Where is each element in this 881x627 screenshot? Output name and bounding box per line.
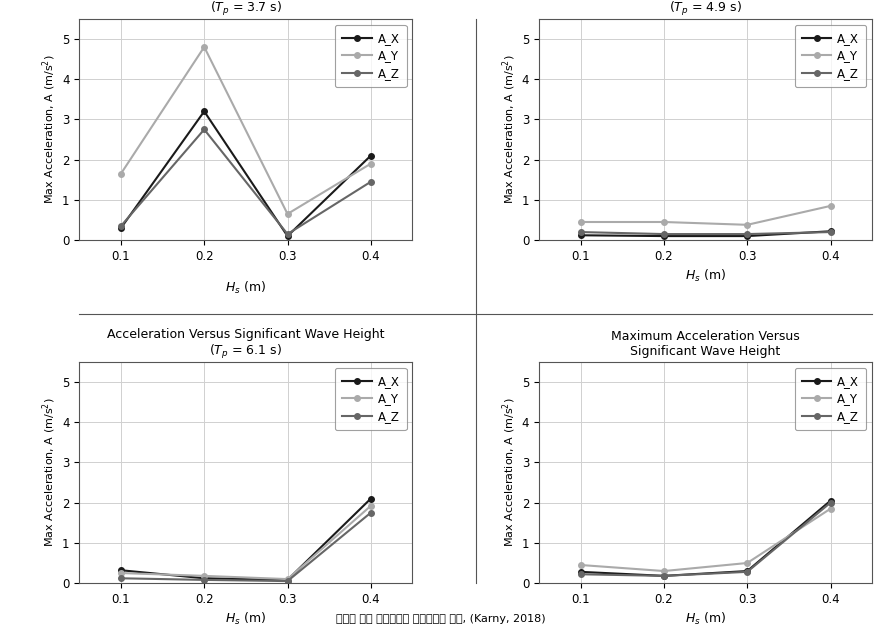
Line: A_Y: A_Y — [578, 203, 833, 228]
A_Y — [282, 210, 292, 218]
X-axis label: $H_s$ (m): $H_s$ (m) — [685, 611, 726, 627]
A_Z — [115, 574, 126, 582]
Line: A_Z: A_Z — [118, 510, 374, 584]
Legend: A_X, A_Y, A_Z: A_X, A_Y, A_Z — [335, 24, 406, 87]
Line: A_Z: A_Z — [578, 500, 833, 579]
A_Y — [366, 502, 376, 510]
Y-axis label: Max Acceleration, A (m/s$^2$): Max Acceleration, A (m/s$^2$) — [500, 55, 518, 204]
A_X — [575, 568, 586, 576]
Text: 주기별 최대 가속도값과 유의파고의 비교, (Karny, 2018): 주기별 최대 가속도값과 유의파고의 비교, (Karny, 2018) — [336, 614, 545, 624]
A_X — [825, 497, 836, 504]
A_X — [659, 233, 670, 240]
Line: A_X: A_X — [118, 496, 374, 582]
A_X — [115, 224, 126, 232]
Line: A_X: A_X — [118, 108, 374, 239]
A_Z — [282, 577, 292, 585]
A_Y — [575, 561, 586, 569]
Line: A_X: A_X — [578, 498, 833, 579]
A_X — [659, 572, 670, 579]
Line: A_Y: A_Y — [578, 506, 833, 574]
Line: A_Z: A_Z — [578, 229, 833, 237]
Title: Acceleration Versus Significant Wave Height
($T_p$ = 3.7 s): Acceleration Versus Significant Wave Hei… — [107, 0, 385, 18]
Title: Acceleration Versus Significant Wave Height
($T_p$ = 4.9 s): Acceleration Versus Significant Wave Hei… — [566, 0, 844, 18]
A_Y — [115, 569, 126, 577]
A_X — [282, 576, 292, 584]
Line: A_X: A_X — [578, 228, 833, 239]
X-axis label: $H_s$ (m): $H_s$ (m) — [685, 268, 726, 285]
A_Y — [199, 572, 210, 579]
A_Y — [742, 559, 752, 567]
A_X — [742, 567, 752, 575]
A_Z — [659, 230, 670, 238]
A_X — [575, 231, 586, 239]
A_Z — [366, 509, 376, 517]
A_Y — [282, 576, 292, 583]
A_Y — [659, 218, 670, 226]
Text: $H_s$ (m): $H_s$ (m) — [226, 280, 266, 296]
A_X — [825, 228, 836, 235]
A_Y — [825, 202, 836, 209]
Legend: A_X, A_Y, A_Z: A_X, A_Y, A_Z — [795, 24, 866, 87]
A_Y — [115, 170, 126, 177]
A_X — [115, 566, 126, 574]
A_Z — [825, 499, 836, 507]
Line: A_Z: A_Z — [118, 127, 374, 237]
Y-axis label: Max Acceleration, A (m/s$^2$): Max Acceleration, A (m/s$^2$) — [41, 398, 58, 547]
Line: A_Y: A_Y — [118, 44, 374, 217]
A_Y — [742, 221, 752, 229]
Title: Acceleration Versus Significant Wave Height
($T_p$ = 6.1 s): Acceleration Versus Significant Wave Hei… — [107, 327, 385, 361]
A_Z — [199, 125, 210, 133]
X-axis label: $H_s$ (m): $H_s$ (m) — [226, 611, 266, 627]
Line: A_Y: A_Y — [118, 503, 374, 582]
A_X — [199, 108, 210, 115]
A_Z — [366, 178, 376, 186]
A_Z — [575, 571, 586, 578]
A_Y — [199, 43, 210, 51]
Legend: A_X, A_Y, A_Z: A_X, A_Y, A_Z — [335, 367, 406, 430]
Y-axis label: Max Acceleration, A (m/s$^2$): Max Acceleration, A (m/s$^2$) — [500, 398, 518, 547]
A_Y — [659, 567, 670, 575]
Y-axis label: Max Acceleration, A (m/s$^2$): Max Acceleration, A (m/s$^2$) — [41, 55, 58, 204]
A_Z — [659, 572, 670, 579]
A_Z — [282, 230, 292, 238]
A_Y — [575, 218, 586, 226]
A_Z — [742, 568, 752, 576]
Legend: A_X, A_Y, A_Z: A_X, A_Y, A_Z — [795, 367, 866, 430]
A_Z — [742, 230, 752, 238]
A_Z — [199, 576, 210, 584]
A_Y — [825, 505, 836, 512]
A_Z — [115, 222, 126, 229]
A_Z — [825, 228, 836, 236]
A_X — [282, 233, 292, 240]
A_Y — [366, 160, 376, 167]
A_X — [199, 574, 210, 582]
A_Z — [575, 228, 586, 236]
Title: Maximum Acceleration Versus
Significant Wave Height: Maximum Acceleration Versus Significant … — [611, 330, 800, 358]
A_X — [366, 495, 376, 502]
A_X — [366, 152, 376, 159]
A_X — [742, 233, 752, 240]
